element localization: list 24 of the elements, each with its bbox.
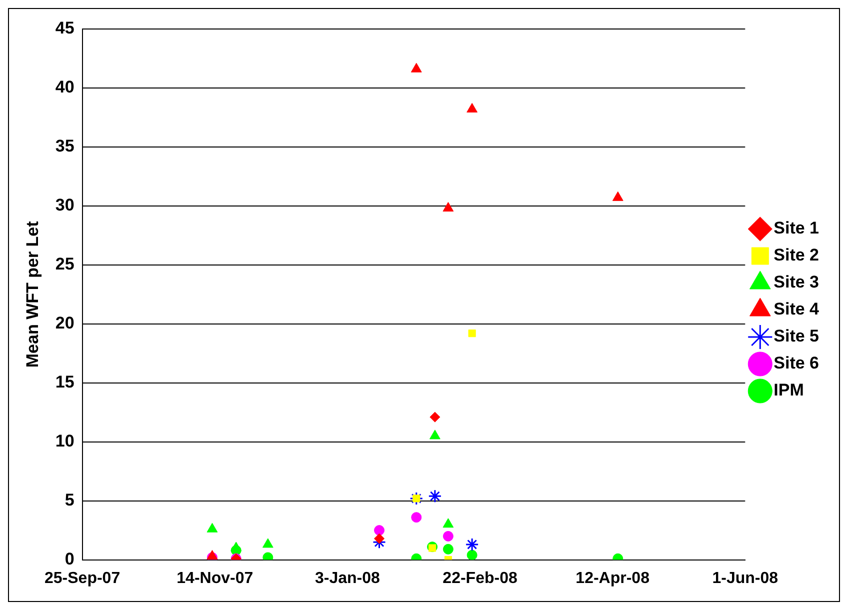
x-tick-label: 14-Nov-07 xyxy=(176,570,254,587)
x-tick-label: 1-Jun-08 xyxy=(712,570,778,587)
y-tick-label: 35 xyxy=(55,136,74,156)
y-tick-label: 40 xyxy=(55,78,74,97)
x-tick-label: 3-Jan-08 xyxy=(314,570,380,587)
legend-label: Site 4 xyxy=(774,300,820,319)
y-tick-label: 45 xyxy=(55,18,74,38)
y-tick-label: 20 xyxy=(55,314,74,333)
y-tick-label: 15 xyxy=(55,372,74,392)
y-tick-label: 0 xyxy=(64,549,74,568)
y-tick-label: 25 xyxy=(55,254,74,274)
legend-label: Site 5 xyxy=(774,326,820,346)
y-tick-label: 5 xyxy=(64,490,74,510)
legend-label: IPM xyxy=(774,380,804,400)
legend-label: Site 2 xyxy=(774,246,820,265)
y-tick-label: 10 xyxy=(55,432,74,451)
x-tick-label: 22-Feb-08 xyxy=(442,570,518,587)
y-tick-label: 30 xyxy=(55,196,74,215)
legend-label: Site 3 xyxy=(774,272,820,292)
x-tick-label: 12-Apr-08 xyxy=(576,570,650,587)
x-tick-label: 25-Sep-07 xyxy=(44,570,120,587)
legend-label: Site 1 xyxy=(774,218,820,238)
legend-label: Site 6 xyxy=(774,354,820,373)
y-axis-title: Mean WFT per Let xyxy=(22,220,42,368)
